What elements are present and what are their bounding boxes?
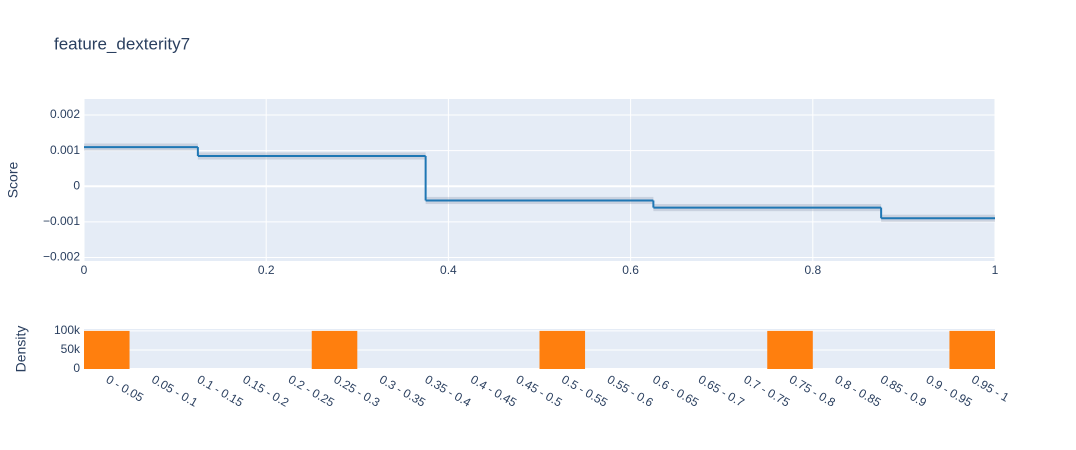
y-tick-label: 0 [73,178,80,192]
y-tick-label: 0.001 [50,143,80,157]
x-tick-label: 0.8 - 0.85 [832,372,883,410]
bar [311,330,358,369]
bar [949,330,995,369]
chart-title: feature_dexterity7 [54,34,190,53]
x-tick-label: 0.05 - 0.1 [149,372,200,410]
x-tick-label: 0.45 - 0.5 [514,372,565,410]
x-tick-label: 0.75 - 0.8 [787,372,838,410]
x-tick-label: 0.65 - 0.7 [696,372,747,410]
y-tick-label: −0.001 [43,214,80,228]
x-tick-label: 0.2 - 0.25 [286,372,337,410]
x-tick-label: 0.9 - 0.95 [924,372,975,410]
x-tick-label: 0.6 [622,263,639,277]
y-tick-label: −0.002 [43,250,80,264]
x-tick-label: 0.4 [440,263,457,277]
y-axis-title: Density [13,326,29,373]
x-tick-label: 0 [81,263,88,277]
bar [84,330,130,369]
bar [539,330,586,369]
x-tick-label: 1 [992,263,999,277]
plot-area [84,99,995,261]
x-tick-label: 0.6 - 0.65 [650,372,701,410]
x-tick-label: 0.25 - 0.3 [331,372,382,410]
y-tick-label: 50k [61,342,81,356]
x-tick-label: 0 - 0.05 [104,372,147,405]
x-tick-label: 0.55 - 0.6 [605,372,656,410]
y-axis-title: Score [5,162,21,199]
x-tick-label: 0.8 [804,263,821,277]
x-tick-label: 0.85 - 0.9 [878,372,929,410]
x-tick-label: 0.3 - 0.35 [377,372,428,410]
x-tick-label: 0.95 - 1 [969,372,1012,405]
x-tick-label: 0.35 - 0.4 [423,372,474,410]
y-tick-label: 0 [73,361,80,375]
y-tick-label: 0.002 [50,107,80,121]
x-tick-label: 0.5 - 0.55 [559,372,610,410]
x-tick-label: 0.2 [258,263,275,277]
x-tick-label: 0.15 - 0.2 [240,372,291,410]
bar [767,330,813,369]
y-tick-label: 100k [54,323,81,337]
x-tick-label: 0.1 - 0.15 [195,372,246,410]
x-tick-label: 0.4 - 0.45 [468,372,519,410]
x-tick-label: 0.7 - 0.75 [741,372,792,410]
